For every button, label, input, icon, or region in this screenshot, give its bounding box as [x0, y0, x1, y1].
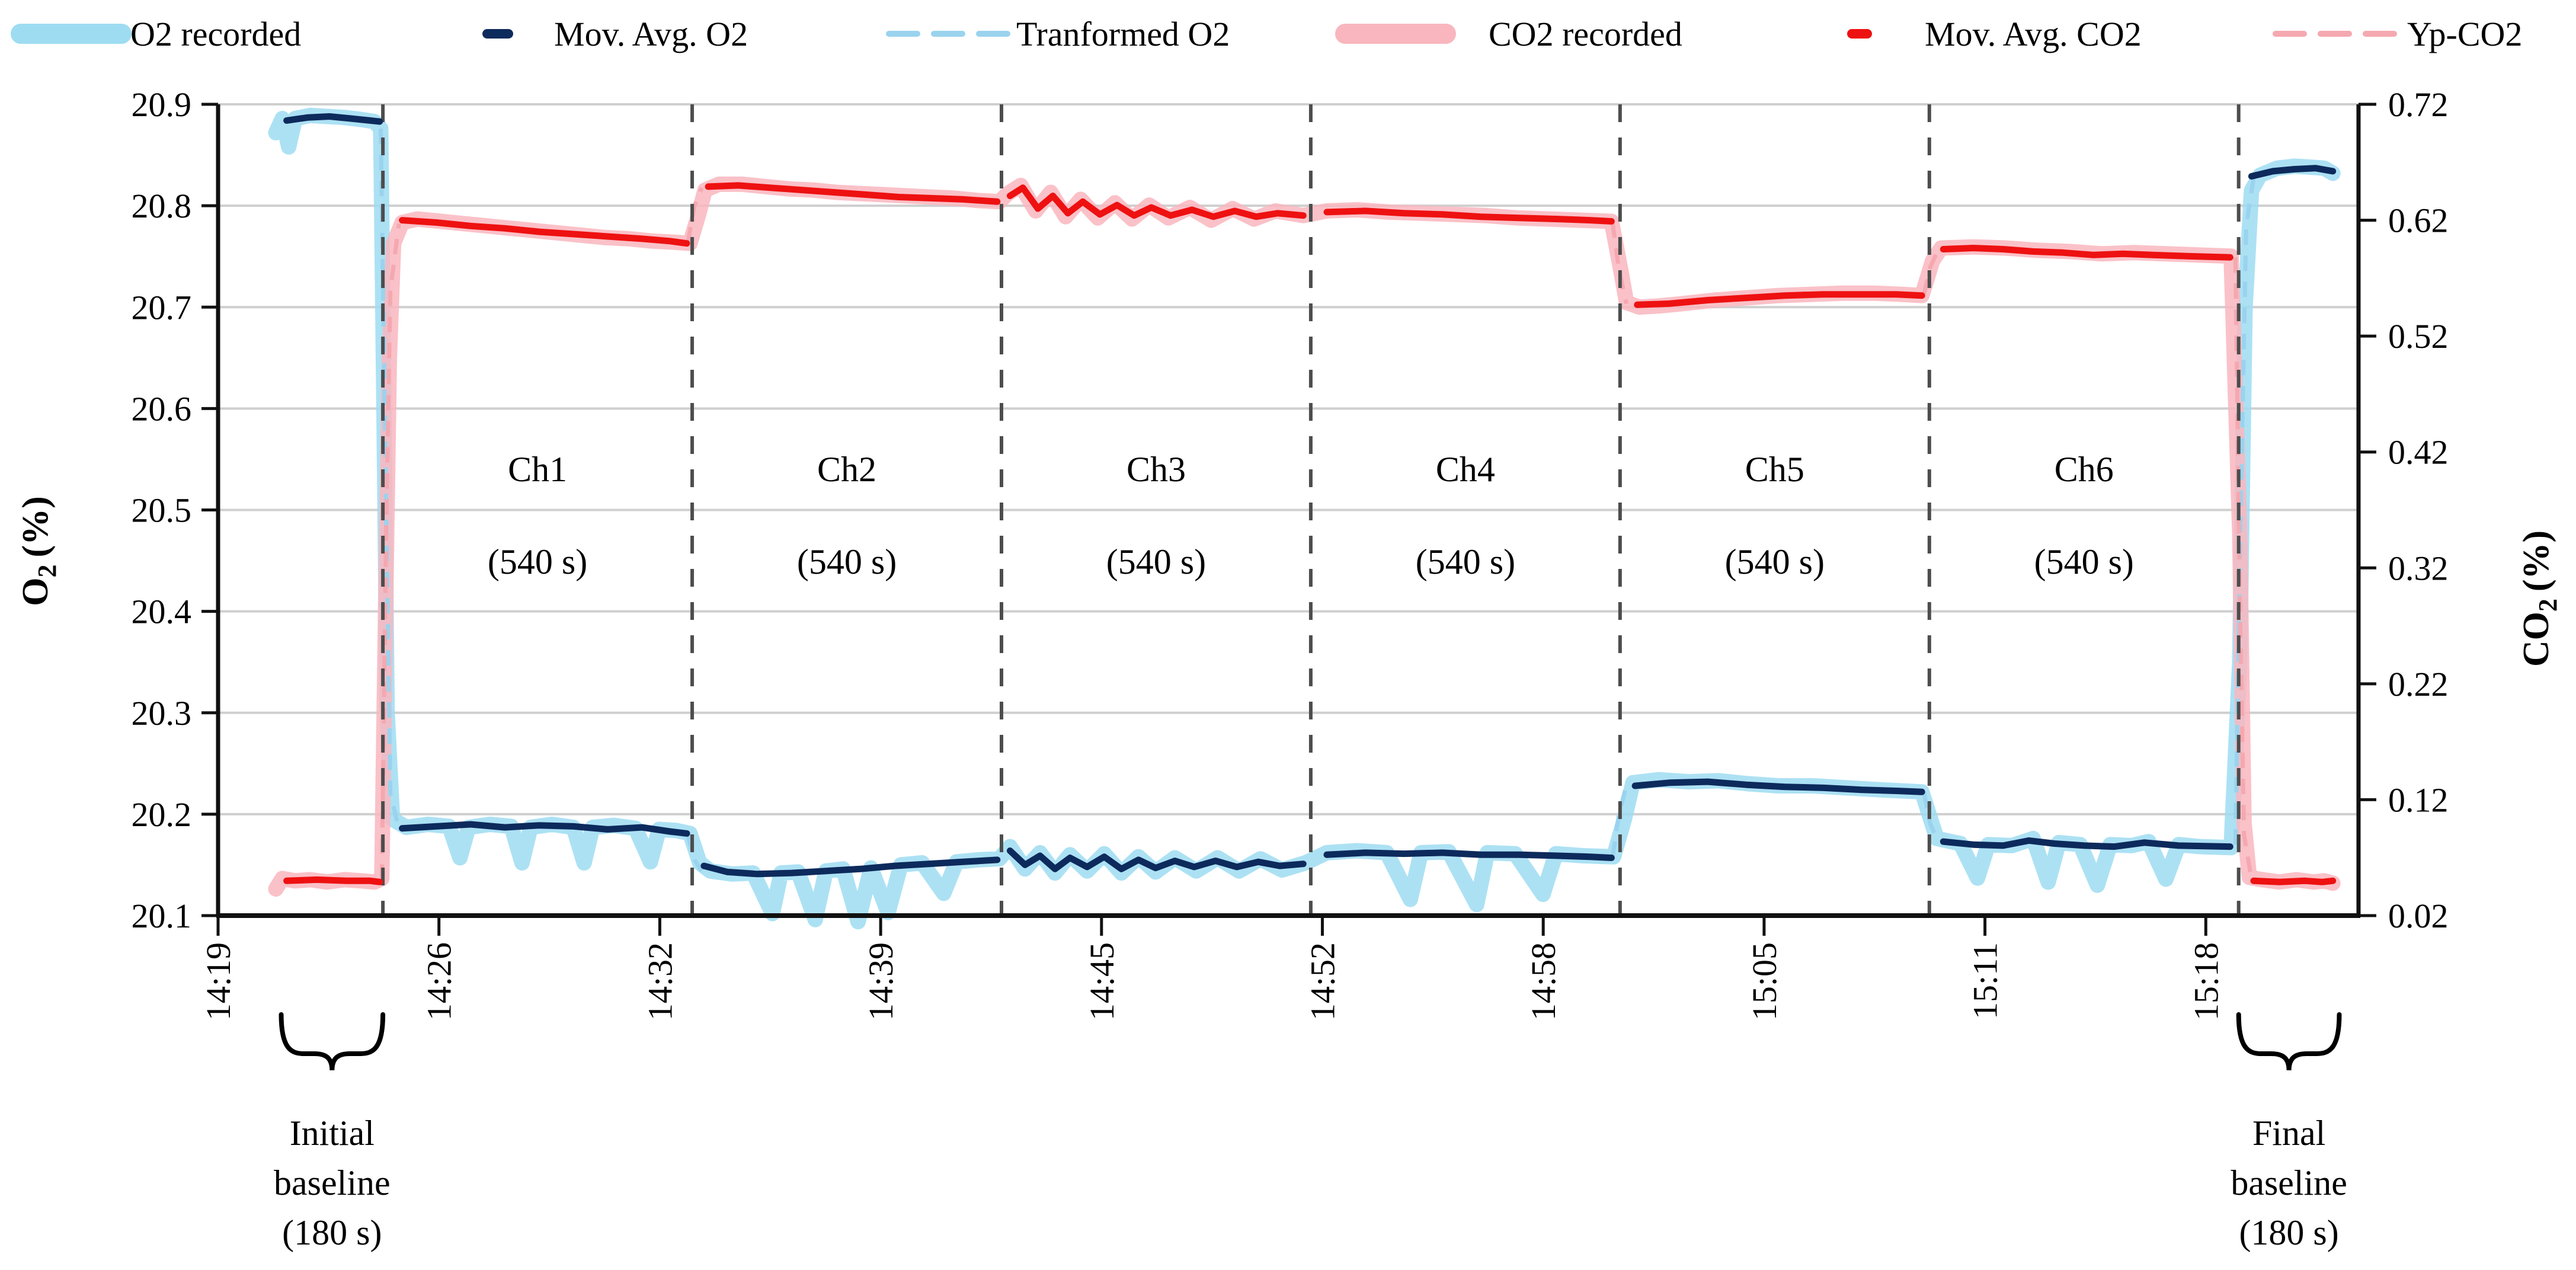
series-moving-averages — [283, 113, 2337, 885]
series-mov-avg-o2 — [1006, 847, 1307, 872]
legend-item-label: Yp-CO2 — [2407, 15, 2522, 53]
series-mov-avg-co2 — [1634, 291, 1925, 308]
series-mov-avg-co2 — [283, 876, 383, 885]
x-tick-label: 14:39 — [862, 942, 900, 1021]
legend-item: CO2 recorded — [1335, 15, 1682, 53]
channel-name-label: Ch1 — [508, 450, 567, 489]
x-tick-label: 14:58 — [1524, 942, 1563, 1021]
series-mov-avg-co2 — [1940, 245, 2233, 261]
series-yp-co2 — [686, 187, 704, 243]
legend-item-label: CO2 recorded — [1489, 15, 1682, 53]
channel-name-label: Ch2 — [817, 450, 876, 489]
left-tick-label: 20.7 — [132, 288, 192, 327]
x-tick-label: 15:05 — [1745, 942, 1784, 1021]
left-axis-tick-labels: 20.9 20.8 20.7 20.6 20.5 20.4 20.3 20.2 20.1 — [132, 85, 192, 935]
gridlines — [218, 103, 2359, 815]
x-tick-label: 14:32 — [641, 942, 679, 1021]
channel-name-label: Ch5 — [1745, 450, 1804, 489]
left-tick-label: 20.3 — [132, 694, 192, 732]
legend-item: Mov. Avg. O2 — [482, 15, 748, 53]
series-mov-avg-co2 — [2250, 877, 2337, 885]
series-mov-avg-o2 — [1940, 837, 2233, 850]
left-tick-label: 20.1 — [132, 897, 192, 935]
left-tick-label: 20.8 — [132, 187, 192, 225]
channel-duration-label: (540 s) — [1106, 542, 1206, 581]
x-axis-tick-labels: 14:19 14:26 14:32 14:39 14:45 14:52 14:58 15:05… — [199, 942, 2225, 1021]
left-tick-label: 20.9 — [132, 85, 192, 124]
series-tranformed-o2 — [1610, 784, 1629, 858]
final-baseline-label: baseline — [2231, 1163, 2347, 1202]
channel-name-label: Ch3 — [1127, 450, 1186, 489]
x-tick-label: 14:52 — [1304, 942, 1342, 1021]
series-mov-avg-o2 — [283, 113, 383, 125]
channel-duration-label: (540 s) — [488, 542, 587, 581]
channel-duration-label: (540 s) — [797, 542, 897, 581]
legend-item-label: Tranformed O2 — [1016, 15, 1230, 53]
left-axis-title: O2(%) — [15, 496, 62, 606]
channel-boundary-lines — [381, 104, 2241, 916]
initial-baseline-label: baseline — [274, 1163, 391, 1202]
series-tranformed-o2 — [686, 834, 704, 872]
right-axis-title: CO2(%) — [2516, 530, 2562, 667]
initial-baseline-brace — [279, 1012, 386, 1071]
right-tick-label: 0.02 — [2388, 897, 2449, 935]
legend-item: O2 recorded — [11, 15, 301, 53]
right-tick-label: 0.32 — [2388, 549, 2449, 587]
series-tranformed-o2 — [1922, 792, 1940, 842]
left-tick-label: 20.4 — [132, 593, 192, 631]
legend-item: Tranformed O2 — [886, 15, 1230, 53]
final-baseline-label: (180 s) — [2239, 1213, 2338, 1252]
left-tick-label: 20.2 — [132, 795, 192, 834]
series-mov-avg-o2 — [1323, 849, 1615, 861]
series-mov-avg-o2 — [399, 821, 690, 837]
initial-baseline-label: Initial — [290, 1114, 375, 1153]
baseline-braces — [279, 1012, 2342, 1071]
x-tick-label: 15:11 — [1966, 942, 2005, 1019]
right-axis-tick-labels: 0.72 0.62 0.52 0.42 0.32 0.22 0.12 0.02 — [2388, 85, 2449, 935]
left-tick-label: 20.6 — [132, 389, 192, 428]
channel-name-label: Ch6 — [2055, 450, 2114, 489]
right-tick-label: 0.62 — [2388, 201, 2449, 240]
legend-item: Yp-CO2 — [2273, 15, 2522, 53]
final-baseline-brace — [2236, 1012, 2342, 1071]
legend-item-label: Mov. Avg. O2 — [554, 15, 748, 53]
right-tick-label: 0.12 — [2388, 780, 2449, 819]
series-mov-avg-co2 — [1323, 207, 1615, 225]
series-mov-avg-co2 — [399, 217, 690, 247]
channel-duration-label: (540 s) — [1416, 542, 1515, 581]
legend-item: Mov. Avg. CO2 — [1847, 15, 2142, 53]
initial-baseline-label: (180 s) — [282, 1213, 382, 1252]
series-mov-avg-o2 — [2248, 165, 2337, 180]
series-yp-co2 — [2233, 257, 2254, 880]
x-tick-label: 14:45 — [1083, 942, 1121, 1021]
legend-item-label: Mov. Avg. CO2 — [1925, 15, 2142, 53]
final-baseline-label: Final — [2252, 1114, 2325, 1153]
x-tick-label: 15:18 — [2187, 942, 2225, 1021]
channel-duration-label: (540 s) — [1725, 542, 1825, 581]
right-tick-label: 0.72 — [2388, 85, 2449, 124]
right-tick-label: 0.52 — [2388, 317, 2449, 356]
series-mov-avg-co2 — [705, 182, 1001, 205]
legend-item-label: O2 recorded — [130, 15, 301, 53]
channel-duration-label: (540 s) — [2034, 542, 2134, 581]
series-mov-avg-o2 — [1631, 778, 1925, 795]
series-mov-avg-co2 — [1006, 184, 1307, 220]
right-tick-label: 0.22 — [2388, 665, 2449, 703]
series-co2-recorded — [268, 176, 2341, 897]
chart-legend: O2 recorded Mov. Avg. O2 Tranformed O2 CO2 … — [11, 15, 2522, 53]
axis-tick-marks — [201, 103, 2376, 936]
channel-name-label: Ch4 — [1436, 450, 1495, 489]
series-yp-co2 — [1922, 249, 1940, 295]
x-tick-label: 14:26 — [420, 942, 459, 1021]
x-tick-label: 14:19 — [199, 942, 238, 1021]
series-mov-avg-o2 — [700, 856, 1001, 878]
baseline-annotations: Initial baseline (180 s) Final baseline (180 … — [274, 1114, 2347, 1252]
channel-labels: Ch1 (540 s) Ch2 (540 s) Ch3 (540 s) Ch4 (540 s)… — [488, 450, 2134, 581]
left-tick-label: 20.5 — [132, 491, 192, 530]
right-tick-label: 0.42 — [2388, 433, 2449, 472]
